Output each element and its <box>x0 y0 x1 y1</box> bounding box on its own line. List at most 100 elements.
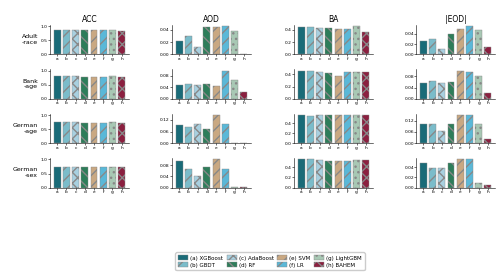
Bar <box>420 83 426 99</box>
Bar <box>457 115 464 143</box>
Bar <box>176 41 182 54</box>
Bar <box>185 127 192 143</box>
Bar <box>326 73 332 99</box>
Title: ACC: ACC <box>82 15 97 24</box>
Bar <box>326 115 332 143</box>
Bar <box>353 160 360 188</box>
Bar <box>438 131 445 143</box>
Bar <box>185 169 192 188</box>
Bar <box>457 160 464 188</box>
Bar <box>334 115 342 143</box>
Bar <box>118 166 125 188</box>
Bar <box>212 115 220 143</box>
Bar <box>316 115 323 143</box>
Bar <box>429 168 436 188</box>
Bar <box>185 84 192 99</box>
Bar <box>222 124 229 143</box>
Bar <box>54 122 60 143</box>
Bar <box>63 76 70 99</box>
Bar <box>438 83 445 99</box>
Bar <box>54 166 60 188</box>
Bar <box>54 76 60 99</box>
Bar <box>82 30 88 54</box>
Title: AOD: AOD <box>203 15 220 24</box>
Bar <box>438 49 445 54</box>
Bar <box>204 129 210 143</box>
Bar <box>316 160 323 188</box>
Bar <box>72 30 79 54</box>
Bar <box>307 28 314 54</box>
Bar <box>353 115 360 143</box>
Bar <box>448 82 454 99</box>
Bar <box>334 76 342 99</box>
Bar <box>307 71 314 99</box>
Bar <box>194 176 201 188</box>
Bar <box>448 163 454 188</box>
Bar <box>118 76 125 99</box>
Bar <box>82 76 88 99</box>
Y-axis label: Adult
-race: Adult -race <box>22 34 38 45</box>
Bar <box>466 115 473 143</box>
Bar <box>429 124 436 143</box>
Bar <box>298 160 304 188</box>
Bar <box>240 92 248 99</box>
Bar <box>362 160 370 188</box>
Bar <box>118 31 125 54</box>
Bar <box>476 30 482 54</box>
Bar <box>222 71 229 99</box>
Bar <box>109 122 116 143</box>
Bar <box>457 29 464 54</box>
Bar <box>194 124 201 143</box>
Bar <box>204 84 210 99</box>
Bar <box>63 166 70 188</box>
Bar <box>90 166 98 188</box>
Bar <box>212 160 220 188</box>
Bar <box>298 71 304 99</box>
Bar <box>90 76 98 99</box>
Bar <box>82 123 88 143</box>
Bar <box>109 166 116 188</box>
Bar <box>344 115 351 143</box>
Bar <box>316 72 323 99</box>
Bar <box>72 122 79 143</box>
Legend: (a) XGBoost, (b) GBDT, (c) AdaBoost, (d) RF, (e) SVM, (f) LR, (g) LightGBM, (h) : (a) XGBoost, (b) GBDT, (c) AdaBoost, (d)… <box>176 253 364 270</box>
Bar <box>212 86 220 99</box>
Bar <box>362 73 370 99</box>
Bar <box>438 168 445 188</box>
Bar <box>100 30 106 54</box>
Bar <box>63 30 70 54</box>
Bar <box>484 139 492 143</box>
Bar <box>100 76 106 99</box>
Bar <box>353 26 360 54</box>
Bar <box>420 124 426 143</box>
Bar <box>476 124 482 143</box>
Bar <box>344 161 351 188</box>
Bar <box>484 185 492 188</box>
Bar <box>344 29 351 54</box>
Bar <box>231 31 238 54</box>
Bar <box>484 93 492 99</box>
Bar <box>63 122 70 143</box>
Bar <box>326 161 332 188</box>
Bar <box>194 47 201 54</box>
Bar <box>90 123 98 143</box>
Bar <box>429 81 436 99</box>
Bar <box>82 167 88 188</box>
Bar <box>307 116 314 143</box>
Bar <box>476 182 482 188</box>
Bar <box>448 124 454 143</box>
Bar <box>72 76 79 99</box>
Bar <box>466 26 473 54</box>
Bar <box>307 160 314 188</box>
Bar <box>476 76 482 99</box>
Bar <box>176 161 182 188</box>
Bar <box>222 26 229 54</box>
Bar <box>194 85 201 99</box>
Title: |EOD|: |EOD| <box>444 15 466 24</box>
Bar <box>90 30 98 54</box>
Bar <box>298 115 304 143</box>
Bar <box>185 36 192 54</box>
Bar <box>240 187 248 188</box>
Bar <box>212 28 220 54</box>
Y-axis label: German
-sex: German -sex <box>12 168 38 178</box>
